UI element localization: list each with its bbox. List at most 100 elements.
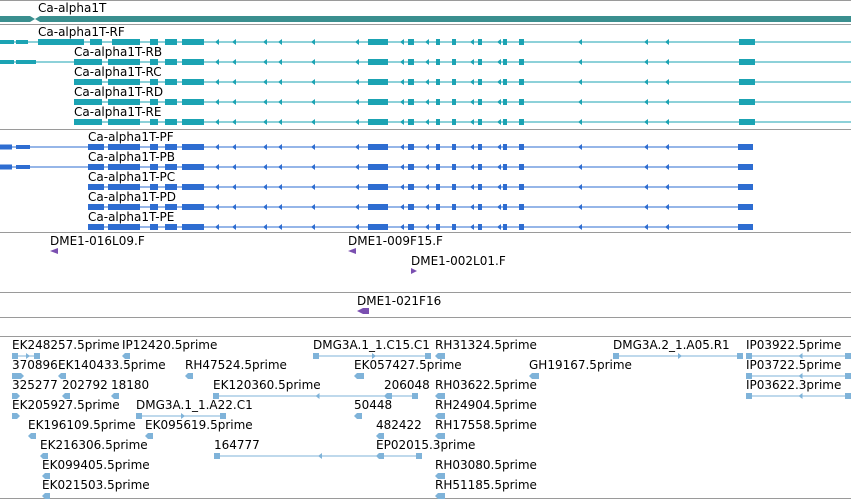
- est-label[interactable]: 50448: [354, 398, 393, 412]
- est-feature[interactable]: [122, 353, 130, 359]
- est-feature[interactable]: [435, 393, 445, 399]
- est-feature[interactable]: [136, 413, 226, 419]
- est-label[interactable]: 482422: [376, 418, 422, 432]
- transcript-feature[interactable]: [74, 99, 851, 105]
- est-feature[interactable]: [185, 373, 193, 379]
- est-feature[interactable]: [42, 473, 50, 479]
- est-feature[interactable]: [746, 353, 851, 359]
- est-label[interactable]: IP03622.3prime: [746, 378, 842, 392]
- est-label[interactable]: RH31324.5prime: [435, 338, 537, 352]
- est-label[interactable]: EK205927.5prime: [12, 398, 120, 412]
- est-label[interactable]: EK196109.5prime: [28, 418, 136, 432]
- transcript-feature[interactable]: [74, 119, 851, 125]
- track-separator: [0, 24, 851, 25]
- est-feature[interactable]: [613, 353, 743, 359]
- est-feature[interactable]: [435, 413, 445, 419]
- est-feature[interactable]: [376, 433, 384, 439]
- est-feature[interactable]: [58, 373, 66, 379]
- est-label[interactable]: EK120360.5prime: [213, 378, 321, 392]
- transcript-label-rd[interactable]: Ca-alpha1T-RD: [74, 85, 164, 99]
- est-label[interactable]: 18180: [111, 378, 150, 392]
- est-feature[interactable]: [62, 393, 70, 399]
- est-label[interactable]: EK248257.5prime: [12, 338, 120, 352]
- clone-single-feature[interactable]: [357, 308, 369, 314]
- est-feature[interactable]: [435, 353, 445, 359]
- est-feature[interactable]: [435, 493, 445, 499]
- est-feature[interactable]: [145, 433, 153, 439]
- est-feature[interactable]: [42, 493, 50, 499]
- est-feature[interactable]: [529, 373, 539, 379]
- est-label[interactable]: 370896: [12, 358, 58, 372]
- protein-label-pd[interactable]: Ca-alpha1T-PD: [88, 190, 176, 204]
- transcript-label-rf[interactable]: Ca-alpha1T-RF: [38, 25, 125, 39]
- protein-label-pb[interactable]: Ca-alpha1T-PB: [88, 150, 175, 164]
- protein-feature[interactable]: [0, 164, 753, 170]
- est-feature[interactable]: [384, 393, 392, 399]
- est-feature[interactable]: [111, 393, 119, 399]
- transcript-feature[interactable]: [0, 39, 851, 45]
- protein-feature[interactable]: [88, 224, 753, 230]
- protein-feature[interactable]: [88, 204, 753, 210]
- clone-feature[interactable]: [50, 248, 58, 254]
- est-feature[interactable]: [435, 433, 445, 439]
- transcript-feature[interactable]: [0, 59, 851, 65]
- est-feature[interactable]: [12, 353, 40, 359]
- est-label[interactable]: RH24904.5prime: [435, 398, 537, 412]
- est-feature[interactable]: [746, 373, 851, 379]
- clone-feature[interactable]: [411, 268, 417, 274]
- clone-label[interactable]: DME1-016L09.F: [50, 234, 145, 248]
- gene-label[interactable]: Ca-alpha1T: [38, 1, 107, 15]
- est-label[interactable]: RH03622.5prime: [435, 378, 537, 392]
- est-label[interactable]: DMG3A.1_1.C15.C1: [313, 338, 430, 352]
- est-label[interactable]: EK095619.5prime: [145, 418, 253, 432]
- gene-feature[interactable]: [0, 16, 851, 22]
- est-feature[interactable]: [214, 453, 422, 459]
- est-feature[interactable]: [213, 393, 418, 399]
- est-label[interactable]: IP03922.5prime: [746, 338, 842, 352]
- est-label[interactable]: RH51185.5prime: [435, 478, 537, 492]
- est-label[interactable]: 164777: [214, 438, 260, 452]
- transcript-feature[interactable]: [74, 79, 851, 85]
- est-label[interactable]: EK140433.5prime: [58, 358, 166, 372]
- est-label[interactable]: 202792: [62, 378, 108, 392]
- est-label[interactable]: RH47524.5prime: [185, 358, 287, 372]
- protein-label-pc[interactable]: Ca-alpha1T-PC: [88, 170, 176, 184]
- est-label[interactable]: IP12420.5prime: [122, 338, 218, 352]
- est-label[interactable]: EP02015.3prime: [376, 438, 476, 452]
- est-label[interactable]: EK021503.5prime: [42, 478, 150, 492]
- est-label[interactable]: RH17558.5prime: [435, 418, 537, 432]
- est-feature[interactable]: [746, 393, 851, 399]
- est-label[interactable]: EK099405.5prime: [42, 458, 150, 472]
- est-feature[interactable]: [313, 353, 431, 359]
- transcript-label-rb[interactable]: Ca-alpha1T-RB: [74, 45, 163, 59]
- est-feature[interactable]: [354, 373, 364, 379]
- clone-feature[interactable]: [348, 248, 356, 254]
- track-separator: [0, 232, 851, 233]
- est-label[interactable]: EK057427.5prime: [354, 358, 462, 372]
- est-label[interactable]: 206048: [384, 378, 430, 392]
- protein-label-pe[interactable]: Ca-alpha1T-PE: [88, 210, 175, 224]
- est-label[interactable]: DMG3A.1_1.A22.C1: [136, 398, 253, 412]
- est-label[interactable]: EK216306.5prime: [40, 438, 148, 452]
- protein-label-pf[interactable]: Ca-alpha1T-PF: [88, 130, 174, 144]
- protein-feature[interactable]: [88, 184, 753, 190]
- est-feature[interactable]: [435, 473, 445, 479]
- est-label[interactable]: GH19167.5prime: [529, 358, 632, 372]
- est-label[interactable]: DMG3A.2_1.A05.R1: [613, 338, 730, 352]
- transcript-label-rc[interactable]: Ca-alpha1T-RC: [74, 65, 162, 79]
- est-feature[interactable]: [12, 373, 24, 379]
- protein-feature[interactable]: [0, 144, 753, 150]
- transcript-label-re[interactable]: Ca-alpha1T-RE: [74, 105, 162, 119]
- est-feature[interactable]: [28, 433, 36, 439]
- est-feature[interactable]: [12, 393, 20, 399]
- est-feature[interactable]: [12, 413, 20, 419]
- est-feature[interactable]: [376, 453, 384, 459]
- clone-label[interactable]: DME1-009F15.F: [348, 234, 443, 248]
- clone-label[interactable]: DME1-002L01.F: [411, 254, 506, 268]
- est-feature[interactable]: [40, 453, 48, 459]
- est-feature[interactable]: [354, 413, 362, 419]
- clone-single-label[interactable]: DME1-021F16: [357, 294, 442, 308]
- est-label[interactable]: IP03722.5prime: [746, 358, 842, 372]
- est-label[interactable]: RH03080.5prime: [435, 458, 537, 472]
- est-label[interactable]: 325277: [12, 378, 58, 392]
